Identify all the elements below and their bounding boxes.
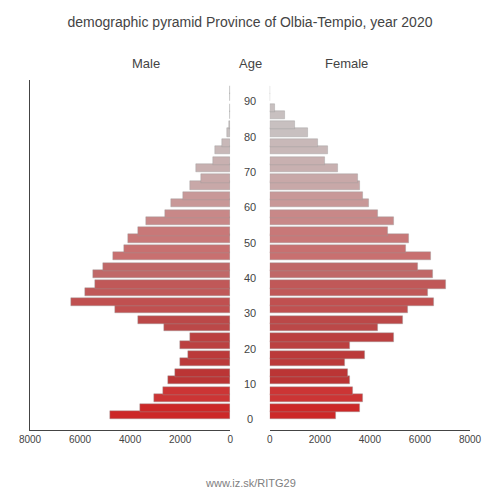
svg-text:Female: Female bbox=[325, 56, 368, 71]
svg-text:4000: 4000 bbox=[359, 434, 382, 445]
svg-text:0: 0 bbox=[227, 434, 233, 445]
svg-text:90: 90 bbox=[244, 95, 256, 107]
svg-text:www.iz.sk/RITG29: www.iz.sk/RITG29 bbox=[205, 477, 296, 489]
svg-text:2000: 2000 bbox=[169, 434, 192, 445]
svg-text:6000: 6000 bbox=[69, 434, 92, 445]
svg-text:40: 40 bbox=[244, 272, 256, 284]
svg-text:50: 50 bbox=[244, 237, 256, 249]
svg-text:4000: 4000 bbox=[119, 434, 142, 445]
svg-text:Male: Male bbox=[132, 56, 160, 71]
svg-text:2000: 2000 bbox=[309, 434, 332, 445]
svg-text:Age: Age bbox=[239, 56, 262, 71]
svg-text:80: 80 bbox=[244, 131, 256, 143]
svg-text:0: 0 bbox=[267, 434, 273, 445]
svg-text:20: 20 bbox=[244, 343, 256, 355]
svg-text:0: 0 bbox=[247, 413, 253, 425]
svg-text:6000: 6000 bbox=[409, 434, 432, 445]
svg-text:70: 70 bbox=[244, 166, 256, 178]
svg-text:8000: 8000 bbox=[459, 434, 482, 445]
svg-text:demographic pyramid Province o: demographic pyramid Province of Olbia-Te… bbox=[68, 14, 433, 30]
svg-text:30: 30 bbox=[244, 307, 256, 319]
svg-text:60: 60 bbox=[244, 201, 256, 213]
svg-text:10: 10 bbox=[244, 378, 256, 390]
svg-text:8000: 8000 bbox=[19, 434, 42, 445]
